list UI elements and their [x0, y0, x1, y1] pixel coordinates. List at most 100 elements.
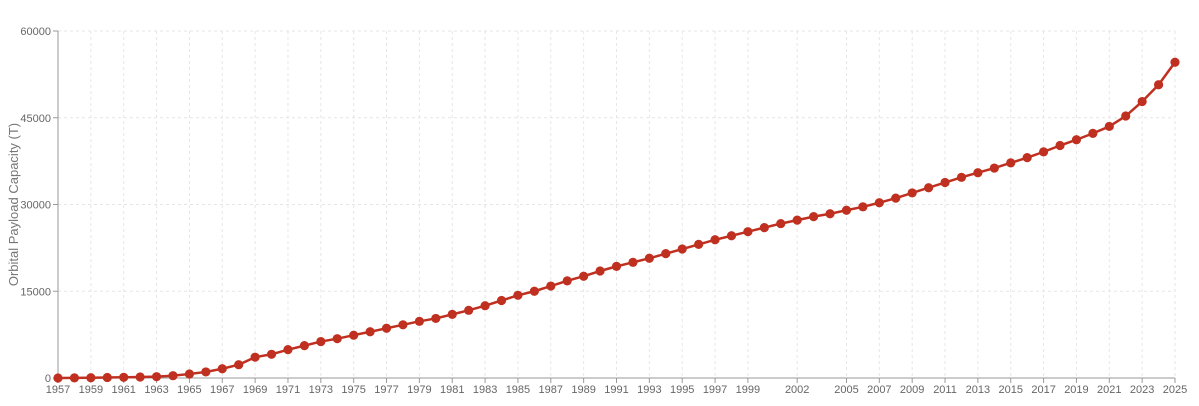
x-tick-label: 1969	[243, 384, 267, 396]
data-point	[710, 235, 720, 245]
x-tick-label: 1973	[309, 384, 333, 396]
y-axis-title: Orbital Payload Capacity (T)	[6, 123, 21, 286]
data-point	[628, 257, 638, 267]
x-tick-label: 1977	[374, 384, 398, 396]
data-point	[398, 320, 408, 330]
data-point	[858, 202, 868, 212]
x-tick-label: 2011	[933, 384, 957, 396]
data-point	[102, 372, 112, 383]
x-tick-label: 1975	[341, 384, 365, 396]
x-tick-label: 1967	[210, 384, 234, 396]
x-tick-label: 1983	[473, 384, 497, 396]
x-tick-label: 2025	[1163, 384, 1187, 396]
data-point	[414, 316, 424, 326]
data-point	[825, 209, 835, 219]
data-point	[759, 223, 769, 233]
data-point	[1153, 80, 1164, 90]
data-point	[792, 215, 802, 225]
data-point	[381, 323, 392, 333]
data-point	[661, 249, 671, 259]
x-tick-label: 1999	[736, 384, 760, 396]
data-point	[989, 163, 999, 173]
x-tick-label: 2013	[966, 384, 990, 396]
data-point	[1038, 147, 1049, 157]
data-point	[644, 253, 654, 263]
x-tick-label: 2019	[1064, 384, 1088, 396]
x-tick-label: 1957	[46, 384, 70, 396]
data-point	[332, 334, 342, 344]
x-tick-label: 2005	[834, 384, 858, 396]
y-tick-label: 0	[45, 373, 51, 385]
x-tick-label: 2009	[900, 384, 924, 396]
data-point	[513, 290, 523, 300]
data-point	[480, 301, 490, 311]
data-point	[496, 295, 507, 306]
data-point	[119, 372, 129, 382]
x-tick-label: 2023	[1130, 384, 1154, 396]
data-point	[891, 193, 901, 203]
x-tick-label: 2017	[1031, 384, 1055, 396]
x-tick-label: 2002	[785, 384, 809, 396]
data-point	[694, 239, 704, 250]
x-tick-label: 1959	[79, 384, 103, 396]
x-tick-label: 1991	[604, 384, 628, 396]
y-tick-label: 60000	[20, 26, 51, 38]
x-tick-label: 1987	[539, 384, 563, 396]
data-point	[1071, 135, 1082, 145]
x-tick-label: 2021	[1097, 384, 1121, 396]
grid-lines	[58, 30, 1176, 378]
data-point	[135, 372, 145, 382]
data-point	[677, 244, 687, 254]
data-point	[726, 231, 737, 241]
data-point	[973, 168, 983, 178]
data-point	[529, 286, 539, 296]
series-orbital-payload	[53, 57, 1180, 383]
data-point	[1055, 140, 1065, 151]
x-tick-label: 2007	[867, 384, 891, 396]
data-point	[841, 205, 852, 215]
data-point	[464, 305, 474, 315]
x-tick-label: 1989	[571, 384, 595, 396]
data-point	[266, 349, 277, 359]
data-point	[546, 281, 556, 291]
x-tick-label: 1997	[703, 384, 727, 396]
data-point	[1088, 128, 1098, 138]
data-point	[365, 327, 375, 337]
data-point	[924, 183, 934, 193]
data-point	[299, 341, 309, 351]
data-point	[940, 177, 950, 188]
data-point	[809, 212, 819, 222]
y-tick-label: 45000	[20, 113, 51, 125]
data-point	[86, 373, 96, 383]
data-point	[431, 313, 441, 324]
x-tick-label: 1979	[407, 384, 431, 396]
data-point	[1121, 111, 1131, 121]
x-tick-label: 1993	[637, 384, 661, 396]
data-point	[69, 373, 80, 383]
data-point	[447, 309, 457, 319]
data-point	[234, 360, 244, 370]
x-tick-label: 1963	[144, 384, 168, 396]
data-point	[1104, 121, 1114, 132]
x-tick-labels: 1957 1959 1961 1963 1965 1967 1969 1971 1973 1975…	[46, 378, 1187, 396]
x-tick-label: 2015	[998, 384, 1022, 396]
data-point	[201, 367, 211, 377]
data-point	[595, 266, 605, 276]
data-point	[283, 345, 293, 355]
data-point	[316, 336, 326, 347]
data-point	[874, 198, 884, 208]
x-tick-label: 1971	[276, 384, 300, 396]
data-point	[1006, 158, 1016, 168]
x-tick-label: 1961	[111, 384, 135, 396]
y-tick-label: 15000	[20, 286, 51, 298]
data-point	[53, 373, 63, 383]
data-point	[579, 271, 589, 281]
data-point	[1170, 57, 1180, 67]
data-point	[1022, 153, 1032, 163]
data-point	[217, 364, 227, 374]
data-point	[184, 369, 195, 379]
data-point	[250, 352, 260, 362]
y-tick-label: 30000	[20, 200, 51, 212]
data-point	[743, 227, 753, 237]
